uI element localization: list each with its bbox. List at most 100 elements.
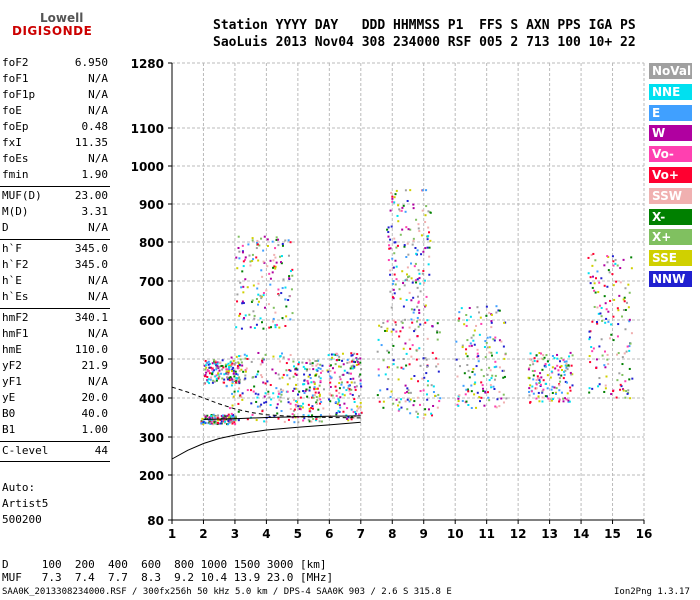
echo-dot: [395, 278, 398, 281]
echo-dot: [355, 363, 358, 366]
echo-dot: [391, 282, 394, 285]
echo-dot: [417, 269, 420, 272]
echo-dot: [403, 284, 406, 287]
parameter-name: hmF2: [2, 311, 29, 324]
echo-dot: [597, 385, 600, 388]
echo-dot: [232, 369, 235, 372]
echo-dot: [353, 400, 356, 403]
echo-dot: [274, 267, 277, 270]
parameter-row: MUF(D) 23.00: [2, 189, 108, 205]
echo-dot: [460, 307, 463, 310]
echo-dot: [299, 405, 302, 408]
echo-dot: [490, 377, 493, 380]
echo-dot: [553, 357, 556, 360]
echo-dot: [223, 422, 226, 425]
parameter-value: 21.9: [81, 359, 109, 372]
echo-dot: [208, 372, 211, 375]
echo-dot: [266, 380, 269, 383]
echo-dot: [568, 400, 571, 403]
echo-dot: [309, 407, 312, 410]
echo-dot: [402, 347, 405, 350]
echo-dot: [236, 365, 239, 368]
echo-dot: [280, 400, 283, 403]
echo-dot: [493, 388, 496, 391]
echo-dot: [213, 421, 216, 424]
echo-dot: [463, 323, 466, 326]
echo-dot: [279, 355, 282, 358]
echo-dot: [478, 333, 481, 336]
echo-dot: [234, 415, 237, 418]
echo-dot: [425, 295, 428, 298]
echo-dot: [480, 368, 483, 371]
echo-dot: [432, 391, 435, 394]
echo-dot: [558, 398, 561, 401]
y-tick-label: 900: [139, 198, 164, 212]
echo-dot: [211, 371, 214, 374]
echo-dot: [235, 326, 238, 329]
echo-dot: [350, 415, 353, 418]
echo-dot: [327, 370, 330, 373]
echo-dot: [357, 407, 360, 410]
parameter-name: hmF1: [2, 327, 29, 340]
echo-dot: [226, 378, 229, 381]
echo-dot: [340, 383, 343, 386]
echo-dot: [473, 373, 476, 376]
echo-dot: [218, 375, 221, 378]
echo-dot: [387, 366, 390, 369]
echo-dot: [330, 394, 333, 397]
echo-dot: [347, 384, 350, 387]
echo-dot: [529, 401, 532, 404]
echo-dot: [461, 344, 464, 347]
echo-dot: [390, 306, 393, 309]
echo-dot: [255, 323, 258, 326]
echo-dot: [622, 389, 625, 392]
auto-artist: Artist5: [2, 497, 49, 510]
echo-dot: [468, 306, 471, 309]
echo-dot: [337, 398, 340, 401]
echo-dot: [427, 408, 430, 411]
echo-dot: [266, 244, 269, 247]
parameter-value: N/A: [88, 104, 108, 117]
echo-dot: [594, 291, 597, 294]
echo-dot: [436, 331, 439, 334]
echo-dot: [272, 317, 275, 320]
echo-dot: [218, 369, 221, 372]
echo-dot: [238, 250, 241, 253]
echo-dot: [278, 360, 281, 363]
echo-dot: [414, 246, 417, 249]
echo-dot: [417, 223, 420, 226]
echo-dot: [376, 350, 379, 353]
echo-dot: [256, 241, 259, 244]
echo-dot: [612, 264, 615, 267]
parameter-name: D: [2, 221, 9, 234]
echo-dot: [427, 235, 430, 238]
echo-dot: [422, 417, 425, 420]
echo-dot: [354, 386, 357, 389]
echo-dot: [629, 342, 632, 345]
echo-dot: [338, 358, 341, 361]
echo-dot: [261, 376, 264, 379]
echo-dot: [389, 290, 392, 293]
echo-dot: [286, 390, 289, 393]
echo-dot: [356, 405, 359, 408]
echo-dot: [307, 403, 310, 406]
echo-dot: [204, 359, 207, 362]
echo-dot: [262, 260, 265, 263]
echo-dot: [400, 406, 403, 409]
echo-dot: [216, 361, 219, 364]
echo-dot: [204, 417, 207, 420]
parameter-name: M(D): [2, 205, 29, 218]
echo-dot: [202, 421, 205, 424]
echo-dot: [384, 329, 387, 332]
echo-dot: [311, 405, 314, 408]
echo-dot: [216, 423, 219, 426]
echo-dot: [465, 400, 468, 403]
echo-dot: [309, 377, 312, 380]
echo-dot: [292, 360, 295, 363]
echo-dot: [436, 406, 439, 409]
echo-dot: [210, 422, 213, 425]
echo-dot: [631, 377, 634, 380]
echo-dot: [600, 307, 603, 310]
echo-dot: [495, 305, 498, 308]
echo-dot: [399, 233, 402, 236]
